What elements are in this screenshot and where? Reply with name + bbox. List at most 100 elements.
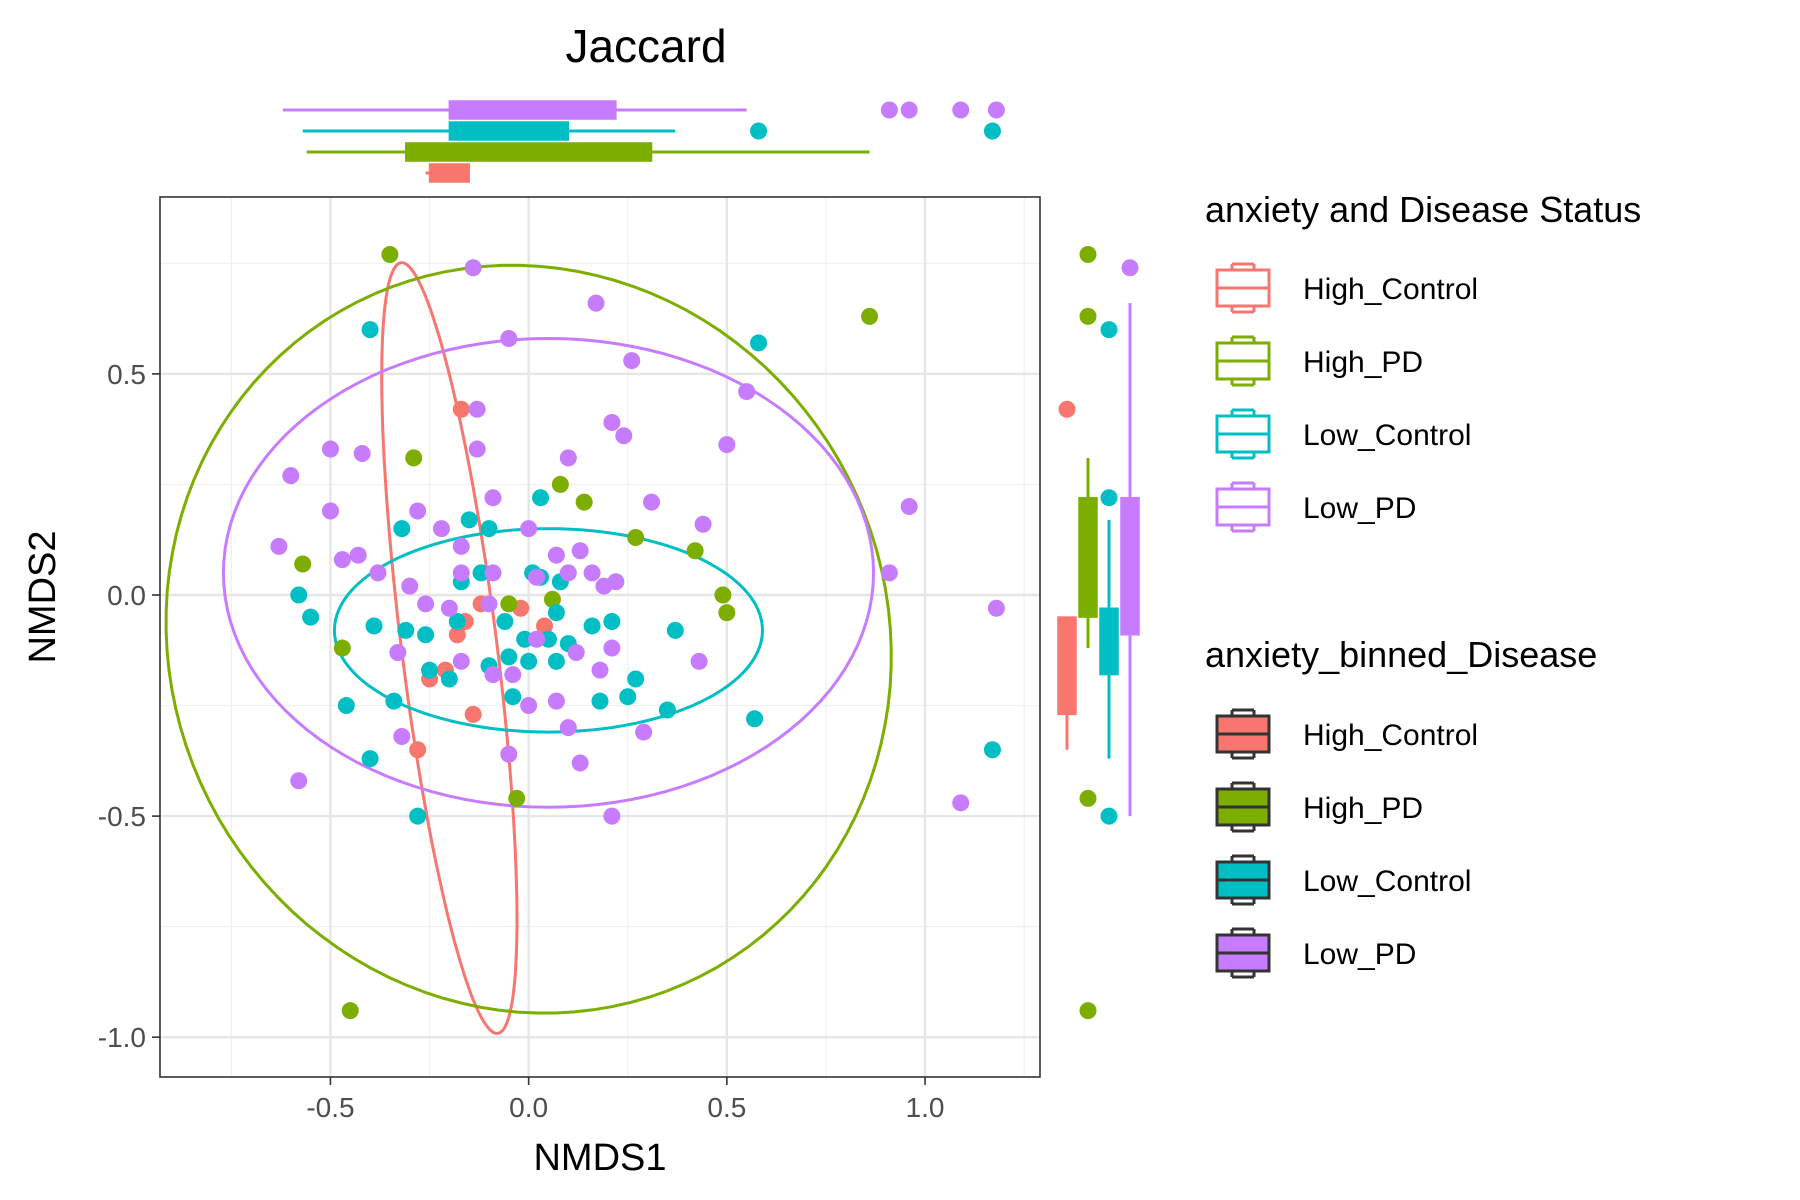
point-Low_PD [520, 697, 538, 715]
point-High_Control [448, 626, 466, 644]
right-outlier-Low_Control [1100, 489, 1118, 507]
point-Low_PD [452, 564, 470, 582]
right-box-Low_Control [1099, 607, 1119, 676]
point-High_PD [627, 529, 645, 547]
legend-label-filled-Low_PD: Low_PD [1303, 938, 1416, 971]
point-Low_PD [468, 440, 486, 458]
point-Low_Control [480, 520, 498, 538]
point-Low_PD [468, 400, 486, 418]
right-outlier-Low_Control [1100, 321, 1118, 339]
point-Low_Control [302, 608, 320, 626]
point-Low_Control [361, 750, 379, 768]
point-Low_Control [539, 630, 557, 648]
x-axis-title: NMDS1 [533, 1137, 666, 1179]
chart-title: Jaccard [565, 20, 726, 72]
point-Low_PD [603, 639, 621, 657]
right-outlier-Low_PD [1121, 259, 1139, 277]
point-Low_Control [365, 617, 383, 635]
point-High_PD [551, 475, 569, 493]
point-Low_PD [583, 564, 601, 582]
point-Low_Control [627, 670, 645, 688]
legend-key-filled-High_Control [1215, 708, 1271, 760]
point-Low_PD [528, 630, 546, 648]
point-Low_PD [718, 436, 736, 454]
y-tick-label: 0.5 [107, 359, 146, 390]
point-Low_PD [409, 502, 427, 520]
right-marginal-boxplots [1057, 245, 1140, 1020]
legend-key-High_PD [1215, 335, 1271, 387]
point-High_Control [452, 400, 470, 418]
point-High_PD [405, 449, 423, 467]
point-High_PD [508, 789, 526, 807]
point-Low_Control [496, 613, 514, 631]
point-Low_PD [389, 643, 407, 661]
point-Low_Control [583, 617, 601, 635]
point-Low_Control [393, 520, 411, 538]
point-Low_PD [452, 652, 470, 670]
point-Low_PD [603, 414, 621, 432]
right-outlier-High_PD [1079, 1002, 1097, 1020]
point-Low_Control [504, 688, 522, 706]
point-Low_PD [615, 427, 633, 445]
top-marginal-boxplots [282, 100, 1005, 183]
right-outlier-High_PD [1079, 245, 1097, 263]
legend-key-Low_PD [1215, 481, 1271, 533]
legend-label-Low_Control: Low_Control [1303, 419, 1471, 452]
ellipse-Low_Control [332, 527, 765, 734]
point-Low_PD [432, 520, 450, 538]
point-Low_PD [417, 595, 435, 613]
point-Low_PD [353, 444, 371, 462]
point-High_PD [381, 245, 399, 263]
right-box-Low_PD [1120, 496, 1140, 636]
point-Low_Control [516, 630, 534, 648]
point-High_PD [575, 493, 593, 511]
point-Low_PD [559, 449, 577, 467]
top-outlier-Low_PD [987, 101, 1005, 119]
point-Low_Control [417, 626, 435, 644]
points [270, 245, 1005, 1020]
point-Low_PD [607, 573, 625, 591]
point-High_PD [500, 595, 518, 613]
legend-key-filled-Low_PD [1215, 927, 1271, 979]
ellipse-High_PD [164, 263, 893, 1015]
point-Low_PD [694, 515, 712, 533]
point-Low_PD [547, 546, 565, 564]
point-Low_Control [591, 692, 609, 710]
y-tick-label: 0.0 [107, 580, 146, 611]
point-Low_Control [337, 697, 355, 715]
legend-key-Low_Control [1215, 408, 1271, 460]
point-Low_Control [460, 511, 478, 529]
legend-label-High_PD: High_PD [1303, 346, 1423, 379]
top-outlier-Low_Control [750, 122, 768, 140]
right-outlier-High_PD [1079, 789, 1097, 807]
point-Low_PD [547, 692, 565, 710]
top-outlier-Low_PD [880, 101, 898, 119]
legend-label-Low_PD: Low_PD [1303, 492, 1416, 525]
point-Low_Control [409, 807, 427, 825]
point-Low_Control [520, 652, 538, 670]
point-Low_PD [623, 352, 641, 370]
point-Low_PD [484, 564, 502, 582]
point-Low_Control [658, 701, 676, 719]
point-Low_PD [690, 652, 708, 670]
point-Low_PD [440, 599, 458, 617]
point-Low_PD [270, 537, 288, 555]
point-Low_Control [472, 564, 490, 582]
right-box-High_Control [1057, 616, 1077, 716]
point-Low_Control [547, 652, 565, 670]
point-Low_PD [880, 564, 898, 582]
point-Low_PD [484, 489, 502, 507]
point-Low_PD [571, 754, 589, 772]
point-Low_Control [603, 613, 621, 631]
point-High_Control [409, 741, 427, 759]
point-Low_Control [385, 692, 403, 710]
point-Low_Control [440, 670, 458, 688]
point-Low_PD [401, 577, 419, 595]
point-High_PD [333, 639, 351, 657]
point-Low_PD [321, 502, 339, 520]
point-Low_Control [448, 613, 466, 631]
point-Low_PD [333, 551, 351, 569]
legend-title-2: anxiety_binned_Disease [1205, 634, 1597, 675]
legend-label-filled-High_PD: High_PD [1303, 792, 1423, 825]
